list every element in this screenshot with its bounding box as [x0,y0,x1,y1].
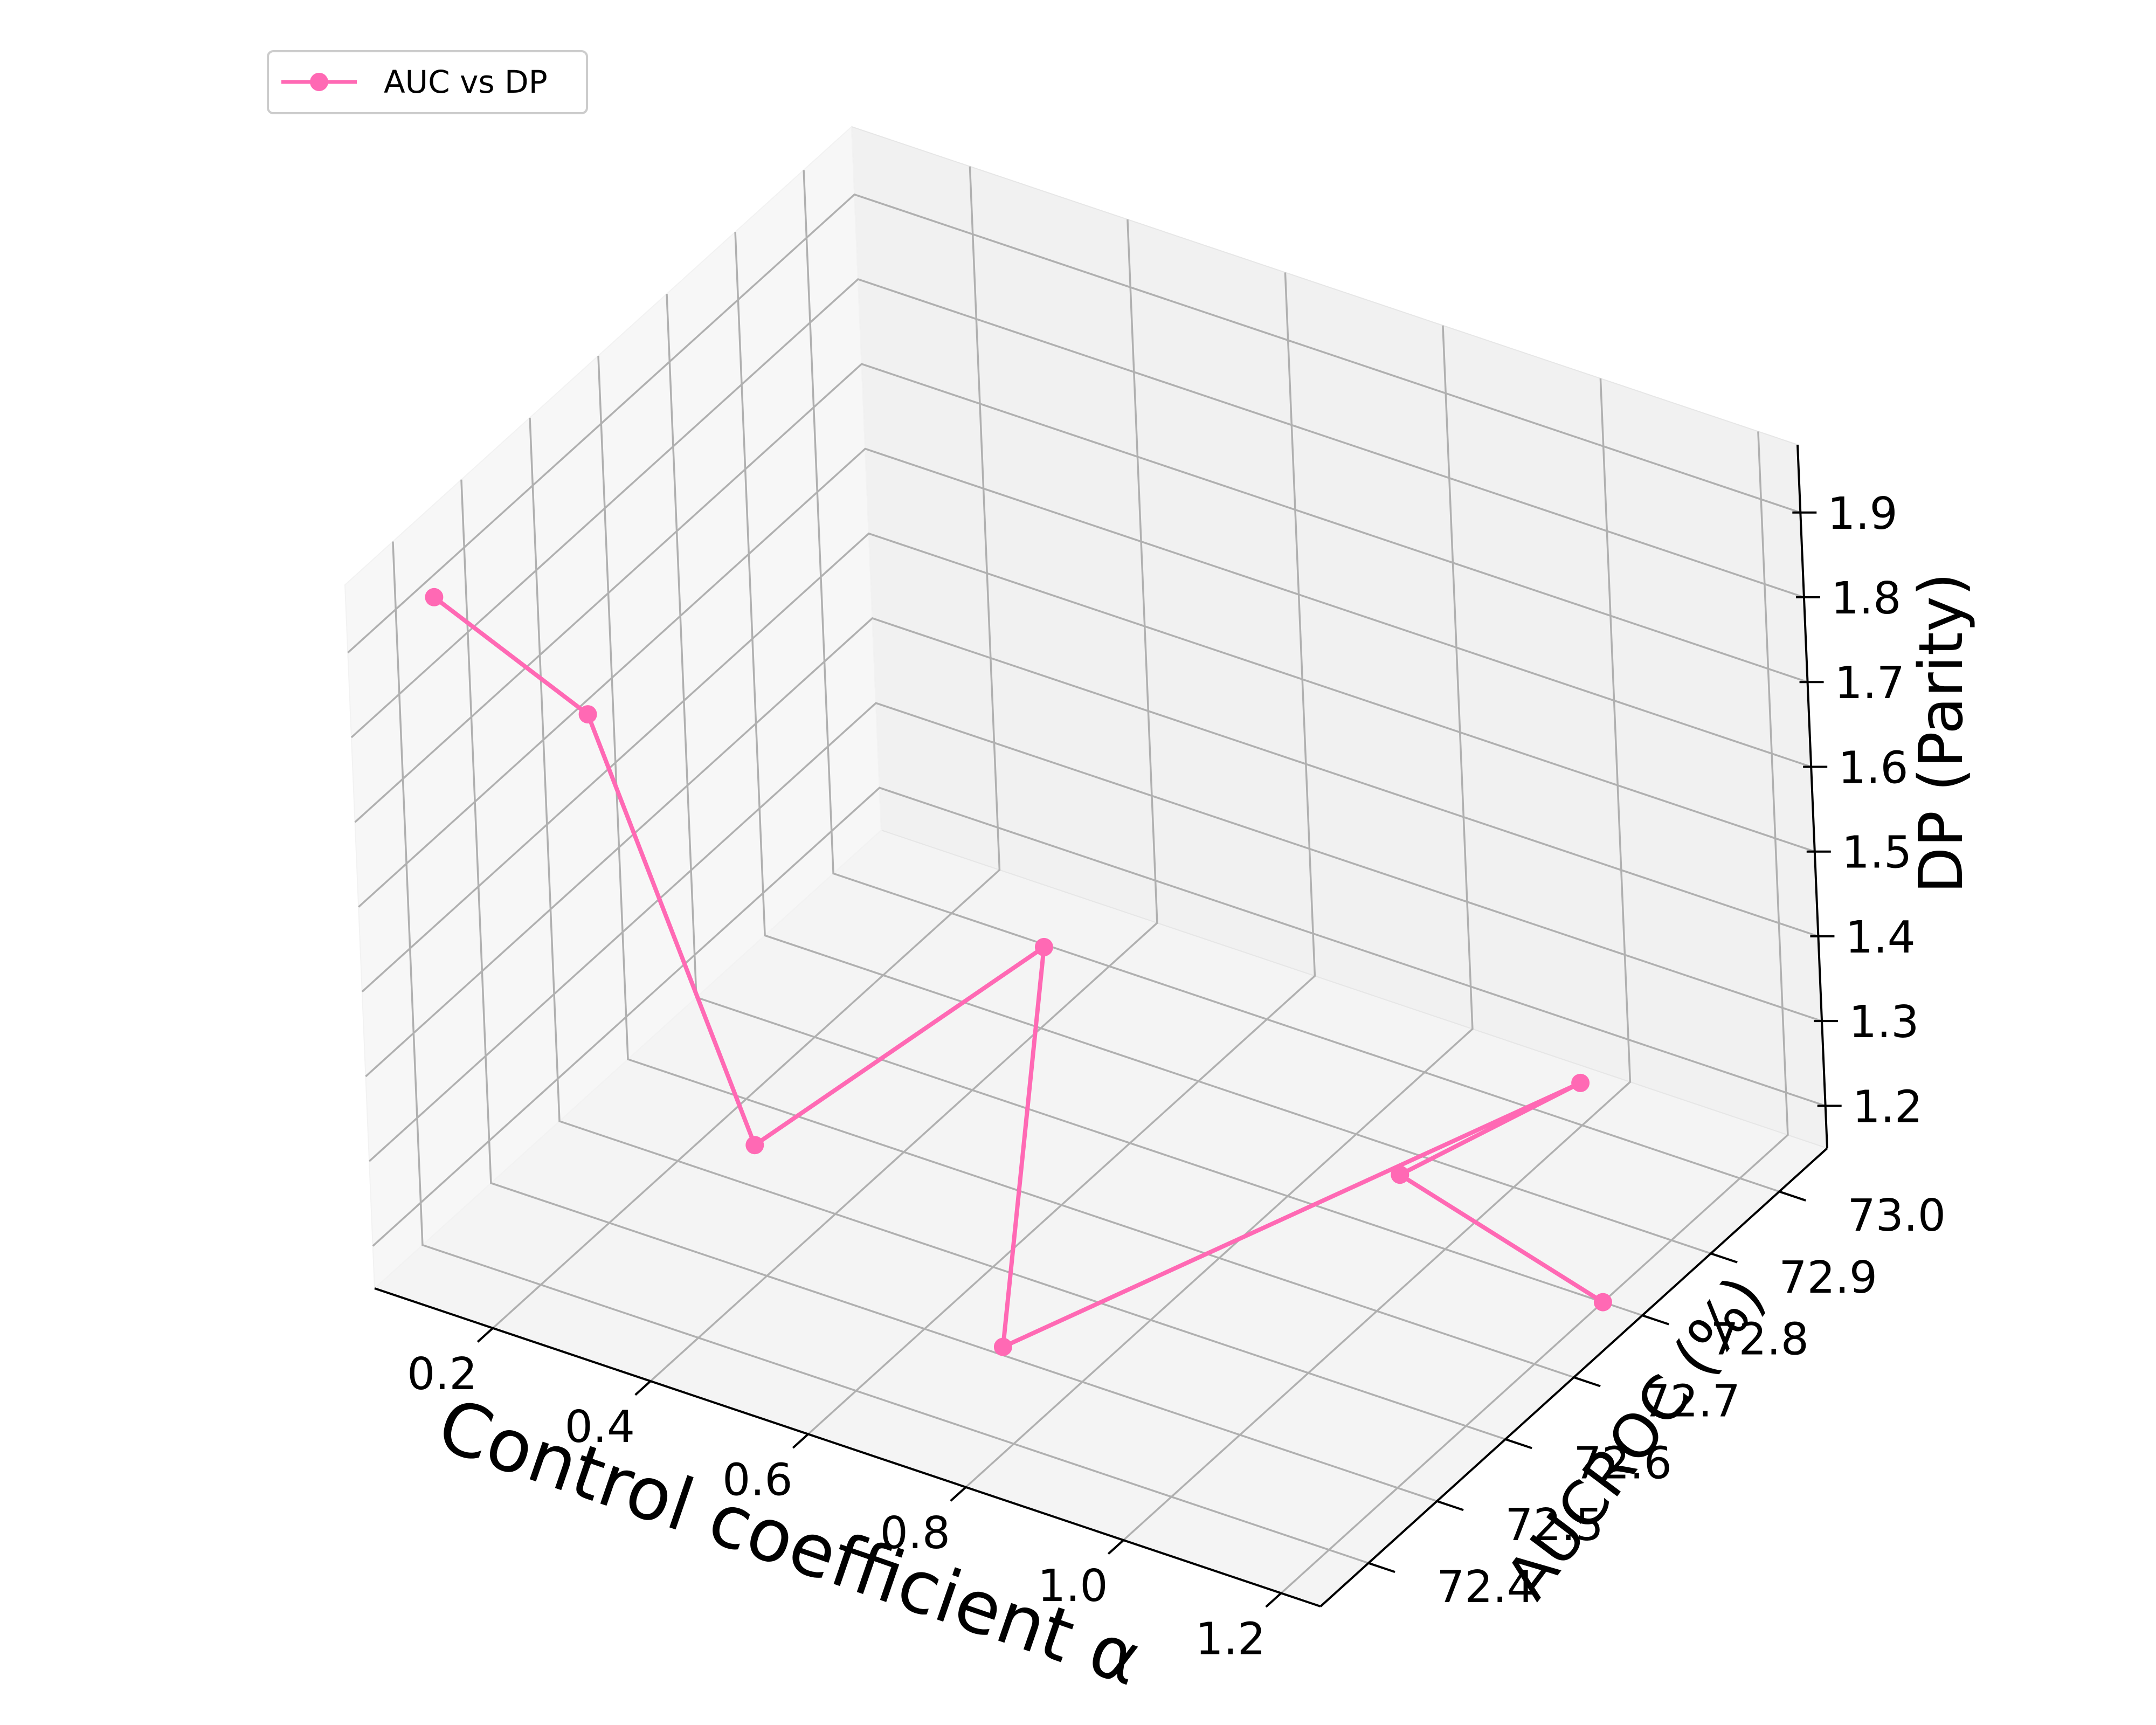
data-point [1593,1293,1612,1312]
y-tick-mark [1573,1376,1601,1388]
legend-marker-swatch [310,73,328,91]
y-tick-label: 72.7 [1642,1376,1740,1427]
z-gridline [368,702,1822,1162]
y-tick-mark [1368,1562,1395,1574]
z-gridline [372,786,1826,1247]
data-point [745,1136,764,1155]
x-tick-label: 0.8 [880,1508,950,1559]
x-gridline [1280,431,1789,1594]
legend-box [267,50,588,114]
y-tick-label: 72.8 [1710,1314,1809,1365]
y-gridline [734,232,1711,1254]
x-tick-label: 0.6 [722,1454,792,1506]
z-tick-label: 1.5 [1842,827,1912,879]
axis-panes [344,125,1828,1607]
data-series [425,588,1612,1356]
z-tick-label: 1.9 [1827,488,1897,540]
z-axis-title: DP (Parity) [1906,572,1977,893]
data-point [1034,937,1053,956]
axis-ticks: 0.2 0.4 0.6 0.8 1.0 1.2 72.4 72.5 72.6 72.7 72.8 72… [407,488,1946,1665]
x-axis-line [374,1287,1321,1607]
z-gridline [365,617,1819,1078]
x-gridline [965,325,1474,1488]
y-tick-mark [1710,1252,1738,1264]
y-gridline [597,355,1574,1378]
data-point [993,1337,1012,1356]
x-tick-label: 1.0 [1038,1561,1108,1612]
x-gridline [807,272,1316,1435]
y-gridline [392,541,1369,1564]
y-tick-mark [1779,1190,1806,1202]
x-gridline [1123,378,1632,1541]
y-gridline [803,170,1780,1193]
x-tick-mark [792,1433,809,1449]
x-tick-mark [476,1327,494,1343]
y-tick-label: 72.4 [1436,1562,1535,1613]
x-tick-label: 0.2 [407,1349,477,1400]
z-tick-label: 1.4 [1845,912,1915,963]
z-gridline [347,193,1801,654]
data-point [578,705,597,724]
z-tick-label: 1.8 [1831,573,1901,624]
y-tick-mark [1505,1438,1532,1450]
z-gridline [350,278,1805,739]
y-tick-label: 72.6 [1573,1438,1672,1489]
y-tick-mark [1436,1500,1464,1512]
x-tick-mark [1107,1539,1124,1555]
y-tick-mark [1642,1314,1669,1326]
y-tick-label: 72.9 [1779,1252,1877,1303]
legend-label: AUC vs DP [384,64,548,100]
z-gridline [361,532,1815,992]
y-gridline [460,479,1438,1502]
z-tick-label: 1.3 [1849,997,1919,1048]
grid-lines [347,166,1826,1594]
x-tick-mark [950,1486,967,1502]
y-tick-label: 73.0 [1847,1190,1946,1241]
z-gridline [358,447,1812,908]
z-tick-label: 1.2 [1853,1081,1923,1133]
z-tick-label: 1.6 [1838,742,1908,794]
legend: AUC vs DP [267,50,588,114]
y-gridline [529,417,1506,1440]
x-tick-mark [1265,1592,1282,1608]
series-line [432,595,1605,1349]
x-tick-label: 1.2 [1196,1613,1266,1665]
data-point [425,588,444,606]
z-tick-label: 1.7 [1835,658,1905,709]
data-point [1571,1073,1590,1092]
x-tick-label: 0.4 [565,1402,635,1453]
y-tick-label: 72.5 [1505,1500,1604,1551]
x-tick-mark [634,1380,652,1396]
z-axis-line [1796,444,1828,1149]
z-gridline [354,363,1808,823]
x-gridline [492,166,1001,1329]
data-point [1391,1165,1409,1184]
x-gridline [649,219,1158,1382]
